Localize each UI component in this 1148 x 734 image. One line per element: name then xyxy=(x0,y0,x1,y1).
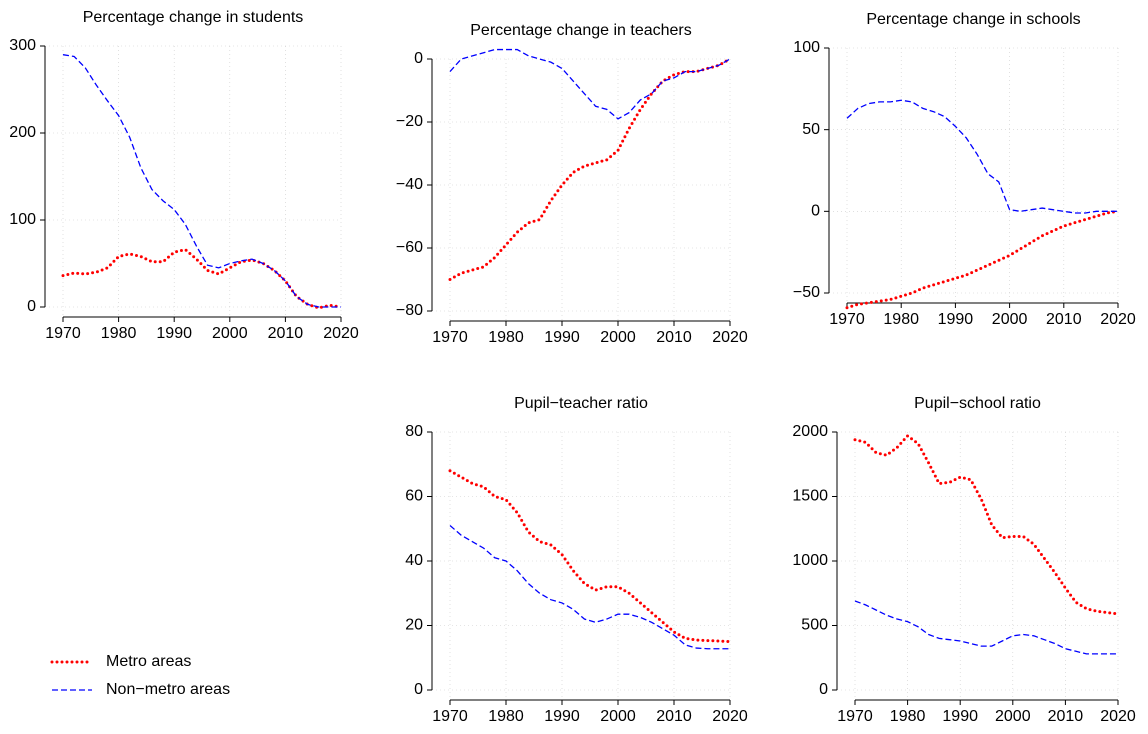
x-tick-label: 1990 xyxy=(544,708,580,725)
x-tick-label: 2020 xyxy=(712,329,748,346)
x-tick-label: 1990 xyxy=(942,708,978,725)
y-tick-label: 0 xyxy=(27,298,36,315)
y-tick-label: 0 xyxy=(819,681,828,698)
x-tick-label: 2010 xyxy=(656,329,692,346)
y-tick-label: 500 xyxy=(801,617,828,634)
x-tick-label: 2010 xyxy=(656,708,692,725)
x-tick-label: 1970 xyxy=(837,708,873,725)
y-tick-label: 0 xyxy=(414,50,423,67)
x-tick-label: 1990 xyxy=(544,329,580,346)
series-line xyxy=(854,600,1118,655)
y-tick-label: 2000 xyxy=(792,423,828,440)
y-tick-label: 60 xyxy=(405,488,423,505)
y-tick-label: −40 xyxy=(396,176,423,193)
x-tick-label: 1970 xyxy=(432,329,468,346)
x-tick-label: 1980 xyxy=(488,708,524,725)
y-tick-label: 20 xyxy=(405,617,423,634)
chart-title: Percentage change in teachers xyxy=(470,22,691,39)
x-tick-label: 2010 xyxy=(1046,311,1082,328)
x-tick-label: 2000 xyxy=(600,708,636,725)
x-tick-label: 1990 xyxy=(938,311,974,328)
x-tick-label: 2000 xyxy=(212,325,248,342)
series-line xyxy=(449,48,731,120)
x-tick-label: 2020 xyxy=(1100,311,1136,328)
y-tick-label: 80 xyxy=(405,423,423,440)
y-tick-label: −60 xyxy=(396,239,423,256)
y-tick-label: 0 xyxy=(414,681,423,698)
x-tick-label: 2000 xyxy=(992,311,1028,328)
x-tick-label: 2010 xyxy=(268,325,304,342)
y-tick-label: −20 xyxy=(396,113,423,130)
y-tick-label: 100 xyxy=(793,39,820,56)
series-line xyxy=(846,99,1118,214)
x-tick-label: 1980 xyxy=(488,329,524,346)
x-tick-label: 2020 xyxy=(1100,708,1136,725)
series-line xyxy=(853,433,1120,616)
y-tick-label: 50 xyxy=(802,121,820,138)
x-tick-label: 1980 xyxy=(101,325,137,342)
x-tick-label: 1970 xyxy=(45,325,81,342)
x-tick-label: 2000 xyxy=(995,708,1031,725)
y-tick-label: 300 xyxy=(9,37,36,54)
x-tick-label: 2010 xyxy=(1048,708,1084,725)
chart-title: Pupil−school ratio xyxy=(914,395,1041,412)
y-tick-label: 1000 xyxy=(792,552,828,569)
series-line xyxy=(448,57,732,281)
series-line xyxy=(845,209,1120,310)
chart-title: Pupil−teacher ratio xyxy=(514,395,648,412)
y-tick-label: 200 xyxy=(9,124,36,141)
y-tick-label: −80 xyxy=(396,302,423,319)
x-tick-label: 1970 xyxy=(432,708,468,725)
x-tick-label: 2020 xyxy=(323,325,359,342)
x-tick-label: 1980 xyxy=(883,311,919,328)
y-tick-label: 40 xyxy=(405,552,423,569)
series-line xyxy=(448,469,732,644)
chart-title: Percentage change in schools xyxy=(866,11,1080,28)
legend-label: Non−metro areas xyxy=(106,681,230,698)
chart-title: Percentage change in students xyxy=(83,9,304,26)
y-tick-label: 0 xyxy=(811,203,820,220)
series-line xyxy=(449,525,730,650)
series-line xyxy=(62,54,341,308)
x-tick-label: 1970 xyxy=(829,311,865,328)
x-tick-label: 2020 xyxy=(712,708,748,725)
y-tick-label: −50 xyxy=(793,284,820,301)
x-tick-label: 1990 xyxy=(156,325,192,342)
y-tick-label: 100 xyxy=(9,211,36,228)
y-tick-label: 1500 xyxy=(792,488,828,505)
x-tick-label: 2000 xyxy=(600,329,636,346)
x-tick-label: 1980 xyxy=(890,708,926,725)
legend-label: Metro areas xyxy=(106,653,191,670)
